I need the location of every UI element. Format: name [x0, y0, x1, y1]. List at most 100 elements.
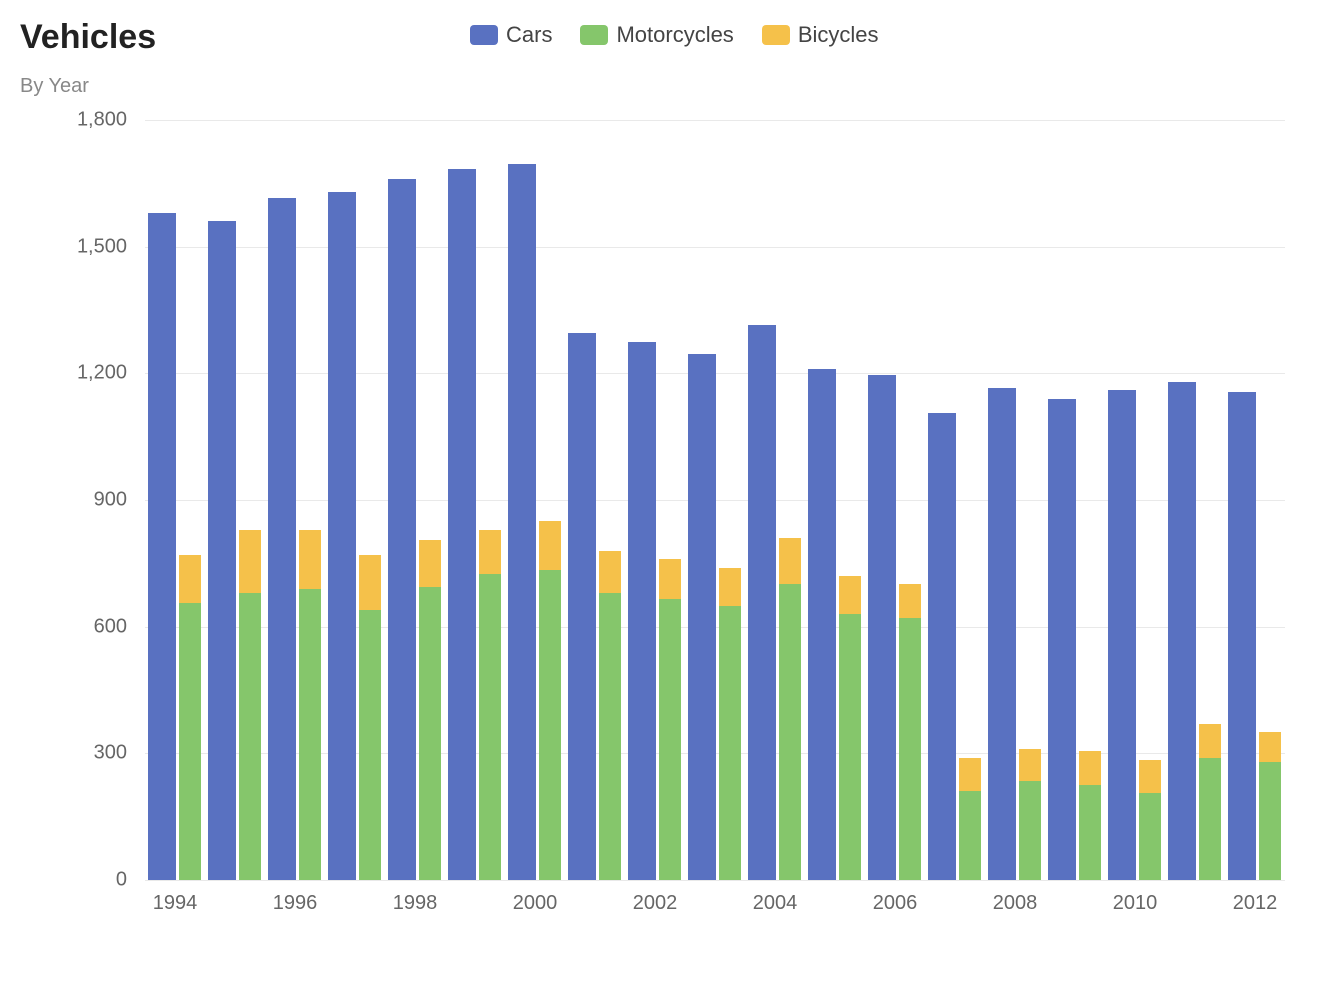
bar-bicycles[interactable]: [1199, 724, 1221, 758]
chart-title: Vehicles: [20, 18, 156, 57]
bar-group: [748, 120, 802, 880]
bar-bicycles[interactable]: [899, 584, 921, 618]
bar-cars[interactable]: [1108, 390, 1136, 880]
bar-motorcycles[interactable]: [299, 589, 321, 880]
bar-bicycles[interactable]: [419, 540, 441, 586]
legend-label: Bicycles: [798, 22, 879, 48]
legend-item-cars[interactable]: Cars: [470, 22, 552, 48]
bar-cars[interactable]: [268, 198, 296, 880]
bar-motorcycles[interactable]: [359, 610, 381, 880]
bar-bicycles[interactable]: [779, 538, 801, 584]
bar-bicycles[interactable]: [839, 576, 861, 614]
bar-motorcycles[interactable]: [1199, 758, 1221, 880]
gridline: [145, 880, 1285, 881]
bar-group: [568, 120, 622, 880]
bar-group: [868, 120, 922, 880]
bar-motorcycles[interactable]: [539, 570, 561, 880]
bar-cars[interactable]: [1228, 392, 1256, 880]
bar-group: [148, 120, 202, 880]
legend-swatch: [470, 25, 498, 45]
bar-group: [328, 120, 382, 880]
bar-bicycles[interactable]: [719, 568, 741, 606]
x-axis-tick-label: 2002: [633, 892, 678, 915]
bar-cars[interactable]: [808, 369, 836, 880]
bar-motorcycles[interactable]: [1019, 781, 1041, 880]
bar-group: [928, 120, 982, 880]
bar-motorcycles[interactable]: [839, 614, 861, 880]
x-axis-tick-label: 2004: [753, 892, 798, 915]
legend-label: Motorcycles: [616, 22, 733, 48]
bar-motorcycles[interactable]: [479, 574, 501, 880]
x-axis-tick-label: 2010: [1113, 892, 1158, 915]
bar-motorcycles[interactable]: [179, 603, 201, 880]
y-axis-tick-label: 300: [94, 742, 127, 765]
y-axis-tick-label: 900: [94, 489, 127, 512]
bar-bicycles[interactable]: [1019, 749, 1041, 781]
bar-motorcycles[interactable]: [899, 618, 921, 880]
bar-bicycles[interactable]: [539, 521, 561, 570]
bar-bicycles[interactable]: [1139, 760, 1161, 794]
bar-bicycles[interactable]: [359, 555, 381, 610]
x-axis-tick-label: 1996: [273, 892, 318, 915]
bar-cars[interactable]: [748, 325, 776, 880]
bar-bicycles[interactable]: [479, 530, 501, 574]
legend-swatch: [762, 25, 790, 45]
x-axis-tick-label: 2000: [513, 892, 558, 915]
chart-plot-area: 03006009001,2001,5001,800199419961998200…: [145, 120, 1285, 880]
bar-bicycles[interactable]: [1259, 732, 1281, 762]
bar-cars[interactable]: [1168, 382, 1196, 880]
y-axis-tick-label: 1,500: [77, 235, 127, 258]
bar-cars[interactable]: [928, 413, 956, 880]
legend: Cars Motorcycles Bicycles: [470, 22, 879, 48]
x-axis-tick-label: 2008: [993, 892, 1038, 915]
bar-cars[interactable]: [1048, 399, 1076, 880]
bar-bicycles[interactable]: [659, 559, 681, 599]
bar-cars[interactable]: [988, 388, 1016, 880]
bar-motorcycles[interactable]: [959, 791, 981, 880]
bar-bicycles[interactable]: [1079, 751, 1101, 785]
bar-cars[interactable]: [688, 354, 716, 880]
y-axis-tick-label: 1,200: [77, 362, 127, 385]
bar-group: [448, 120, 502, 880]
bar-cars[interactable]: [568, 333, 596, 880]
bar-group: [388, 120, 442, 880]
bar-motorcycles[interactable]: [659, 599, 681, 880]
bar-motorcycles[interactable]: [779, 584, 801, 880]
bar-bicycles[interactable]: [959, 758, 981, 792]
bar-motorcycles[interactable]: [1259, 762, 1281, 880]
bar-group: [1168, 120, 1222, 880]
bar-bicycles[interactable]: [599, 551, 621, 593]
bar-group: [808, 120, 862, 880]
bar-group: [268, 120, 322, 880]
bar-motorcycles[interactable]: [239, 593, 261, 880]
legend-swatch: [580, 25, 608, 45]
bar-group: [1048, 120, 1102, 880]
bar-bicycles[interactable]: [299, 530, 321, 589]
bar-group: [988, 120, 1042, 880]
bar-bicycles[interactable]: [179, 555, 201, 604]
legend-item-motorcycles[interactable]: Motorcycles: [580, 22, 733, 48]
bar-group: [628, 120, 682, 880]
bar-motorcycles[interactable]: [1079, 785, 1101, 880]
legend-label: Cars: [506, 22, 552, 48]
bar-cars[interactable]: [208, 221, 236, 880]
bar-cars[interactable]: [448, 169, 476, 880]
bar-group: [508, 120, 562, 880]
bar-cars[interactable]: [148, 213, 176, 880]
bar-cars[interactable]: [328, 192, 356, 880]
bar-group: [208, 120, 262, 880]
bar-cars[interactable]: [388, 179, 416, 880]
bar-motorcycles[interactable]: [719, 606, 741, 880]
x-axis-tick-label: 2006: [873, 892, 918, 915]
bar-cars[interactable]: [628, 342, 656, 880]
bar-cars[interactable]: [868, 375, 896, 880]
bar-motorcycles[interactable]: [599, 593, 621, 880]
bar-bicycles[interactable]: [239, 530, 261, 593]
legend-item-bicycles[interactable]: Bicycles: [762, 22, 879, 48]
bar-motorcycles[interactable]: [1139, 793, 1161, 880]
bar-group: [1108, 120, 1162, 880]
bar-motorcycles[interactable]: [419, 587, 441, 880]
chart-subtitle: By Year: [20, 75, 156, 98]
y-axis-tick-label: 600: [94, 615, 127, 638]
bar-cars[interactable]: [508, 164, 536, 880]
